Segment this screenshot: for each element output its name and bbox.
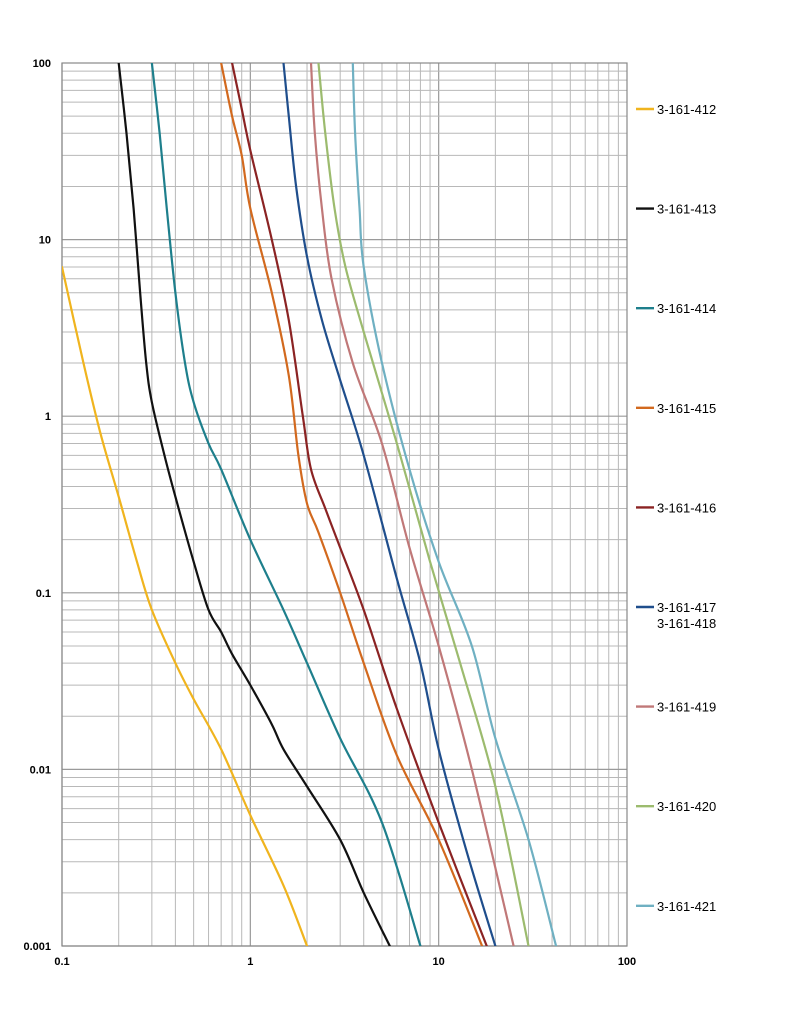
y-tick-label: 0.001 <box>23 941 51 953</box>
grid <box>61 62 628 947</box>
series-lines <box>62 63 558 946</box>
series-line-3-161-412 <box>62 265 309 946</box>
legend-label: 3-161-413 <box>657 202 716 217</box>
legend-label: 3-161-412 <box>657 102 716 117</box>
series-line-3-161-419 <box>309 63 515 946</box>
x-tick-label: 100 <box>618 956 636 968</box>
y-tick-label: 0.1 <box>36 588 51 600</box>
axes: 0.1 1 10 100 0.001 0.01 0.1 1 10 100 <box>23 58 636 968</box>
x-tick-label: 10 <box>433 956 445 968</box>
y-tick-label: 100 <box>33 58 51 70</box>
legend-label: 3-161-414 <box>657 301 716 316</box>
x-tick-label: 0.1 <box>54 956 69 968</box>
y-tick-label: 10 <box>39 235 51 247</box>
series-line-3-161-417 <box>282 63 497 946</box>
legend-label: 3-161-418 <box>657 616 716 631</box>
legend-label: 3-161-416 <box>657 500 716 515</box>
series-line-3-161-416 <box>230 63 488 946</box>
x-tick-label: 1 <box>247 956 253 968</box>
legend-label: 3-161-419 <box>657 700 716 715</box>
series-line-3-161-413 <box>117 63 391 946</box>
legend-label: 3-161-417 <box>657 600 716 615</box>
legend-label: 3-161-421 <box>657 899 716 914</box>
legend: 3-161-412 3-161-413 3-161-414 3-161-415 3-16… <box>636 102 716 914</box>
series-line-3-161-414 <box>150 63 422 946</box>
y-tick-label: 0.01 <box>30 764 51 776</box>
plot-border <box>61 62 628 947</box>
series-line-3-161-415 <box>220 63 484 946</box>
series-line-3-161-420 <box>317 63 530 946</box>
y-tick-label: 1 <box>45 411 51 423</box>
legend-label: 3-161-420 <box>657 799 716 814</box>
legend-label: 3-161-415 <box>657 401 716 416</box>
series-line-3-161-421 <box>351 63 558 946</box>
